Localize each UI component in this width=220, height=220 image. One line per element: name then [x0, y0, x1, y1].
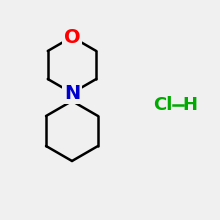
Text: O: O	[64, 28, 80, 46]
Text: H: H	[183, 96, 198, 114]
Text: N: N	[64, 84, 80, 103]
Text: Cl: Cl	[153, 96, 173, 114]
